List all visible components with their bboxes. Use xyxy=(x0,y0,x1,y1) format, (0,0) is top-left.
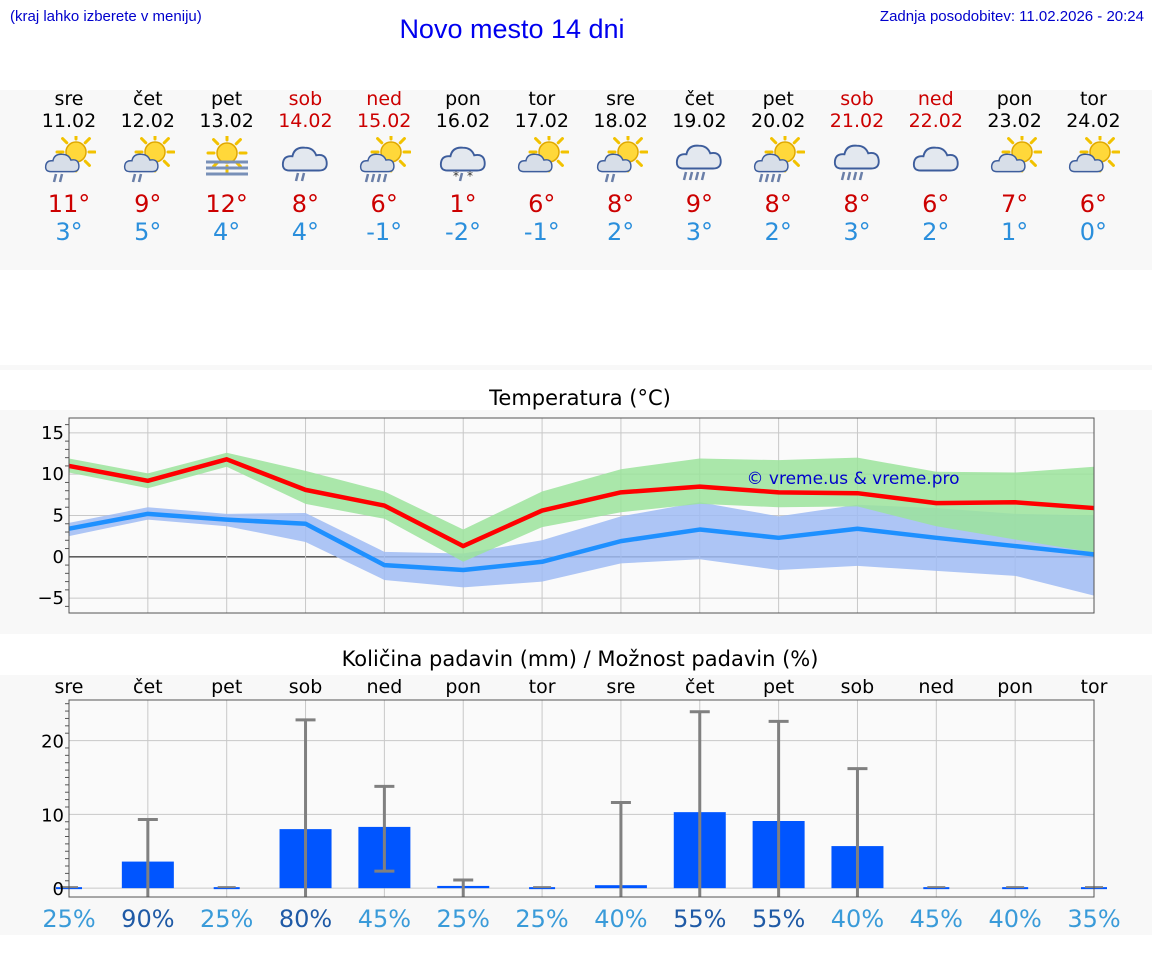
temperature-chart-title: Temperatura (°C) xyxy=(489,386,671,410)
temp-max: 9° xyxy=(685,190,714,218)
cloud-rain-icon xyxy=(266,136,344,186)
precipitation-panel xyxy=(0,675,1152,935)
svg-text:*: * xyxy=(453,169,459,183)
temp-max: 9° xyxy=(134,190,162,218)
separator xyxy=(0,365,1152,370)
precipitation-chart-title: Količina padavin (mm) / Možnost padavin … xyxy=(341,647,819,671)
forecast-day-10: sob 21.02 8° 3° xyxy=(818,88,896,246)
day-name: pon xyxy=(445,88,481,110)
temp-max: 6° xyxy=(922,190,950,218)
day-name: sob xyxy=(288,88,323,110)
sun-cloud-heavy-rain-icon xyxy=(345,136,423,186)
forecast-day-9: pet 20.02 8° 2° xyxy=(739,88,817,246)
day-date: 17.02 xyxy=(514,110,569,132)
last-update: Zadnja posodobitev: 11.02.2026 - 20:24 xyxy=(879,8,1144,25)
day-date: 23.02 xyxy=(987,110,1042,132)
svg-text:*: * xyxy=(467,169,473,183)
sun-cloud-heavy-rain-icon xyxy=(739,136,817,186)
sun-cloud-rain-icon xyxy=(582,136,660,186)
temp-max: 8° xyxy=(764,190,792,218)
day-date: 24.02 xyxy=(1066,110,1121,132)
temp-max: 11° xyxy=(47,190,91,218)
day-name: sre xyxy=(54,88,84,110)
temp-min: 4° xyxy=(212,218,241,246)
forecast-day-8: čet 19.02 9° 3° xyxy=(660,88,738,246)
temp-min: -2° xyxy=(445,218,481,246)
day-date: 19.02 xyxy=(672,110,727,132)
page-title: Novo mesto 14 dni xyxy=(399,14,625,44)
forecast-day-4: ned 15.02 6° -1° xyxy=(345,88,423,246)
forecast-day-13: tor 24.02 6° 0° xyxy=(1054,88,1132,246)
temp-min: 5° xyxy=(134,218,162,246)
day-name: čet xyxy=(133,88,163,110)
temp-min: 2° xyxy=(922,218,950,246)
temp-max: 6° xyxy=(1079,190,1108,218)
temp-max: 8° xyxy=(291,190,320,218)
day-name: sob xyxy=(840,88,874,110)
forecast-day-11: ned 22.02 6° 2° xyxy=(897,88,975,246)
forecast-day-7: sre 18.02 8° 2° xyxy=(582,88,660,246)
forecast-day-1: čet 12.02 9° 5° xyxy=(109,88,187,246)
day-date: 21.02 xyxy=(829,110,885,132)
temp-max: 12° xyxy=(205,190,248,218)
temp-min: 3° xyxy=(843,218,871,246)
day-name: sre xyxy=(606,88,636,110)
day-date: 13.02 xyxy=(199,110,254,132)
temp-max: 1° xyxy=(449,190,477,218)
day-name: pet xyxy=(210,88,243,110)
day-date: 11.02 xyxy=(41,110,97,132)
temp-min: 2° xyxy=(764,218,792,246)
sun-cloud-icon xyxy=(1054,136,1132,186)
temp-min: 1° xyxy=(1000,218,1029,246)
day-date: 16.02 xyxy=(435,110,491,132)
temp-min: 0° xyxy=(1079,218,1108,246)
temp-min: -1° xyxy=(366,218,403,246)
cloud-icon xyxy=(897,136,975,186)
day-date: 22.02 xyxy=(908,110,963,132)
day-name: ned xyxy=(917,88,954,110)
cloud-heavy-rain-icon xyxy=(660,136,738,186)
forecast-strip xyxy=(0,90,1152,270)
day-name: tor xyxy=(528,88,556,110)
forecast-day-6: tor 17.02 6° -1° xyxy=(503,88,581,246)
temp-max: 6° xyxy=(528,190,556,218)
sun-cloud-icon xyxy=(976,136,1054,186)
day-name: ned xyxy=(366,88,403,110)
day-date: 14.02 xyxy=(278,110,333,132)
day-date: 18.02 xyxy=(593,110,648,132)
location-menu-hint: (kraj lahko izberete v meniju) xyxy=(10,8,202,25)
forecast-day-5: pon 16.02 * * 1° -2° xyxy=(424,88,502,246)
day-name: pon xyxy=(996,88,1033,110)
day-date: 20.02 xyxy=(750,110,806,132)
temp-min: -1° xyxy=(523,218,560,246)
forecast-day-12: pon 23.02 7° 1° xyxy=(976,88,1054,246)
day-name: tor xyxy=(1079,88,1107,110)
sun-cloud-icon xyxy=(503,136,581,186)
sun-cloud-rain-icon xyxy=(109,136,187,186)
temp-max: 7° xyxy=(1000,190,1029,218)
forecast-day-3: sob 14.02 8° 4° xyxy=(266,88,344,246)
forecast-day-2: pet 13.02 12° 4° xyxy=(188,88,266,246)
temp-min: 3° xyxy=(685,218,714,246)
temp-max: 6° xyxy=(370,190,398,218)
day-date: 15.02 xyxy=(356,110,412,132)
sun-cloud-rain-icon xyxy=(30,136,108,186)
temp-max: 8° xyxy=(606,190,635,218)
temp-max: 8° xyxy=(843,190,871,218)
temp-min: 2° xyxy=(606,218,635,246)
cloud-heavy-rain-icon xyxy=(818,136,896,186)
sun-fog-icon xyxy=(188,136,266,186)
temp-min: 3° xyxy=(55,218,83,246)
day-date: 12.02 xyxy=(120,110,175,132)
temperature-panel xyxy=(0,410,1152,634)
forecast-day-0: sre 11.02 11° 3° xyxy=(30,88,108,246)
day-name: pet xyxy=(762,88,794,110)
temp-min: 4° xyxy=(291,218,320,246)
day-name: čet xyxy=(684,88,715,110)
cloud-snow-rain-icon: * * xyxy=(424,136,502,186)
